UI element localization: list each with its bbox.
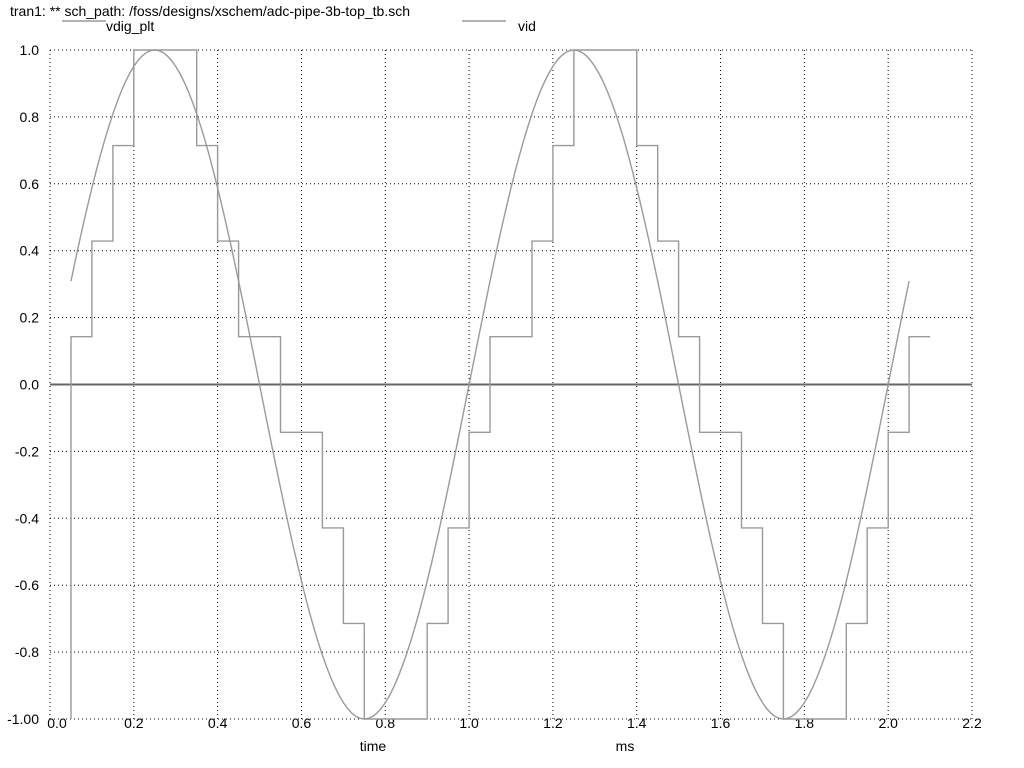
trace-vid[interactable] [70, 49, 910, 720]
y-tick-label: 0.0 [20, 377, 40, 393]
y-tick-label: -0.2 [15, 443, 39, 459]
x-tick-label: 0.2 [124, 715, 144, 731]
legend: vdig_plt vid [62, 18, 536, 34]
y-tick-label: -0.8 [15, 644, 39, 660]
x-tick-label: 0.4 [208, 715, 228, 731]
x-tick-label: 0.8 [376, 715, 396, 731]
x-axis-label: time [360, 738, 387, 754]
x-axis-tick-labels: 0.0 0.2 0.4 0.6 0.8 1.0 1.2 1.4 1.6 1.8 2.0 2.2 [47, 715, 982, 731]
trace-vdig_plt[interactable] [70, 49, 931, 720]
y-tick-label: 0.2 [20, 310, 40, 326]
x-tick-label: 1.6 [711, 715, 731, 731]
x-tick-label: 0.6 [292, 715, 312, 731]
y-tick-label: 0.6 [20, 176, 40, 192]
x-tick-label: 2.2 [962, 715, 982, 731]
traces [70, 49, 931, 720]
y-tick-label: 0.8 [20, 109, 40, 125]
x-tick-label: 1.8 [795, 715, 815, 731]
x-axis-unit: ms [616, 738, 635, 754]
y-tick-label: -1.00 [7, 711, 39, 727]
legend-label-vdig_plt[interactable]: vdig_plt [106, 18, 154, 34]
legend-label-vid[interactable]: vid [518, 18, 536, 34]
y-tick-label: -0.6 [15, 577, 39, 593]
x-tick-label: 0.0 [47, 715, 67, 731]
y-tick-label: 1.0 [20, 42, 40, 58]
plot-title: tran1: ** sch_path: /foss/designs/xschem… [10, 3, 410, 19]
x-tick-label: 2.0 [878, 715, 898, 731]
y-tick-label: -0.4 [15, 510, 39, 526]
y-axis-tick-labels: -1.00 -0.8 -0.6 -0.4 -0.2 0.0 0.2 0.4 0.6 0.8 1.0 [7, 42, 39, 727]
y-tick-label: 0.4 [20, 243, 40, 259]
grid [49, 49, 973, 720]
x-tick-label: 1.4 [627, 715, 647, 731]
x-tick-label: 1.2 [543, 715, 563, 731]
x-tick-label: 1.0 [459, 715, 479, 731]
